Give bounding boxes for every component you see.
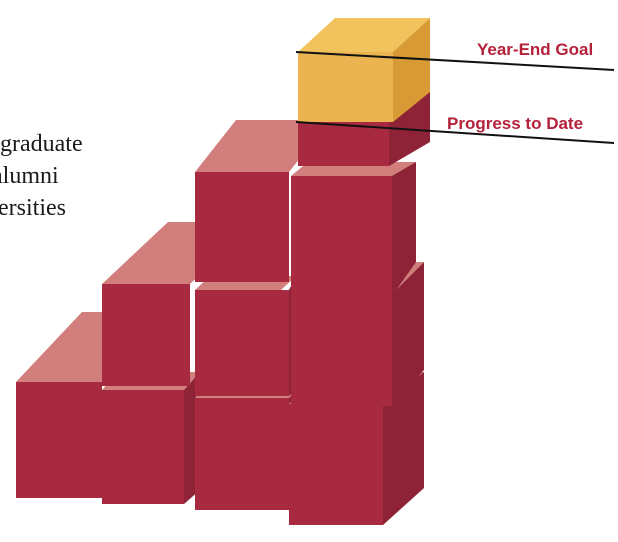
block-top-2 [291,162,416,296]
goal-block [298,18,430,122]
caption-text: graduate alumni versities [0,128,83,224]
block-bottom-3 [195,380,304,510]
caption-line-2: alumni [0,163,59,189]
caption-line-3: versities [0,195,66,221]
block-middle-2 [195,276,296,396]
progress-leader-line [295,121,615,144]
goal-leader-line [295,51,615,71]
block-bottom-2 [102,372,200,504]
progress-label: Progress to Date [447,114,583,133]
goal-label: Year-End Goal [477,40,593,59]
block-top-1 [195,120,330,282]
caption-line-1: graduate [0,131,83,157]
